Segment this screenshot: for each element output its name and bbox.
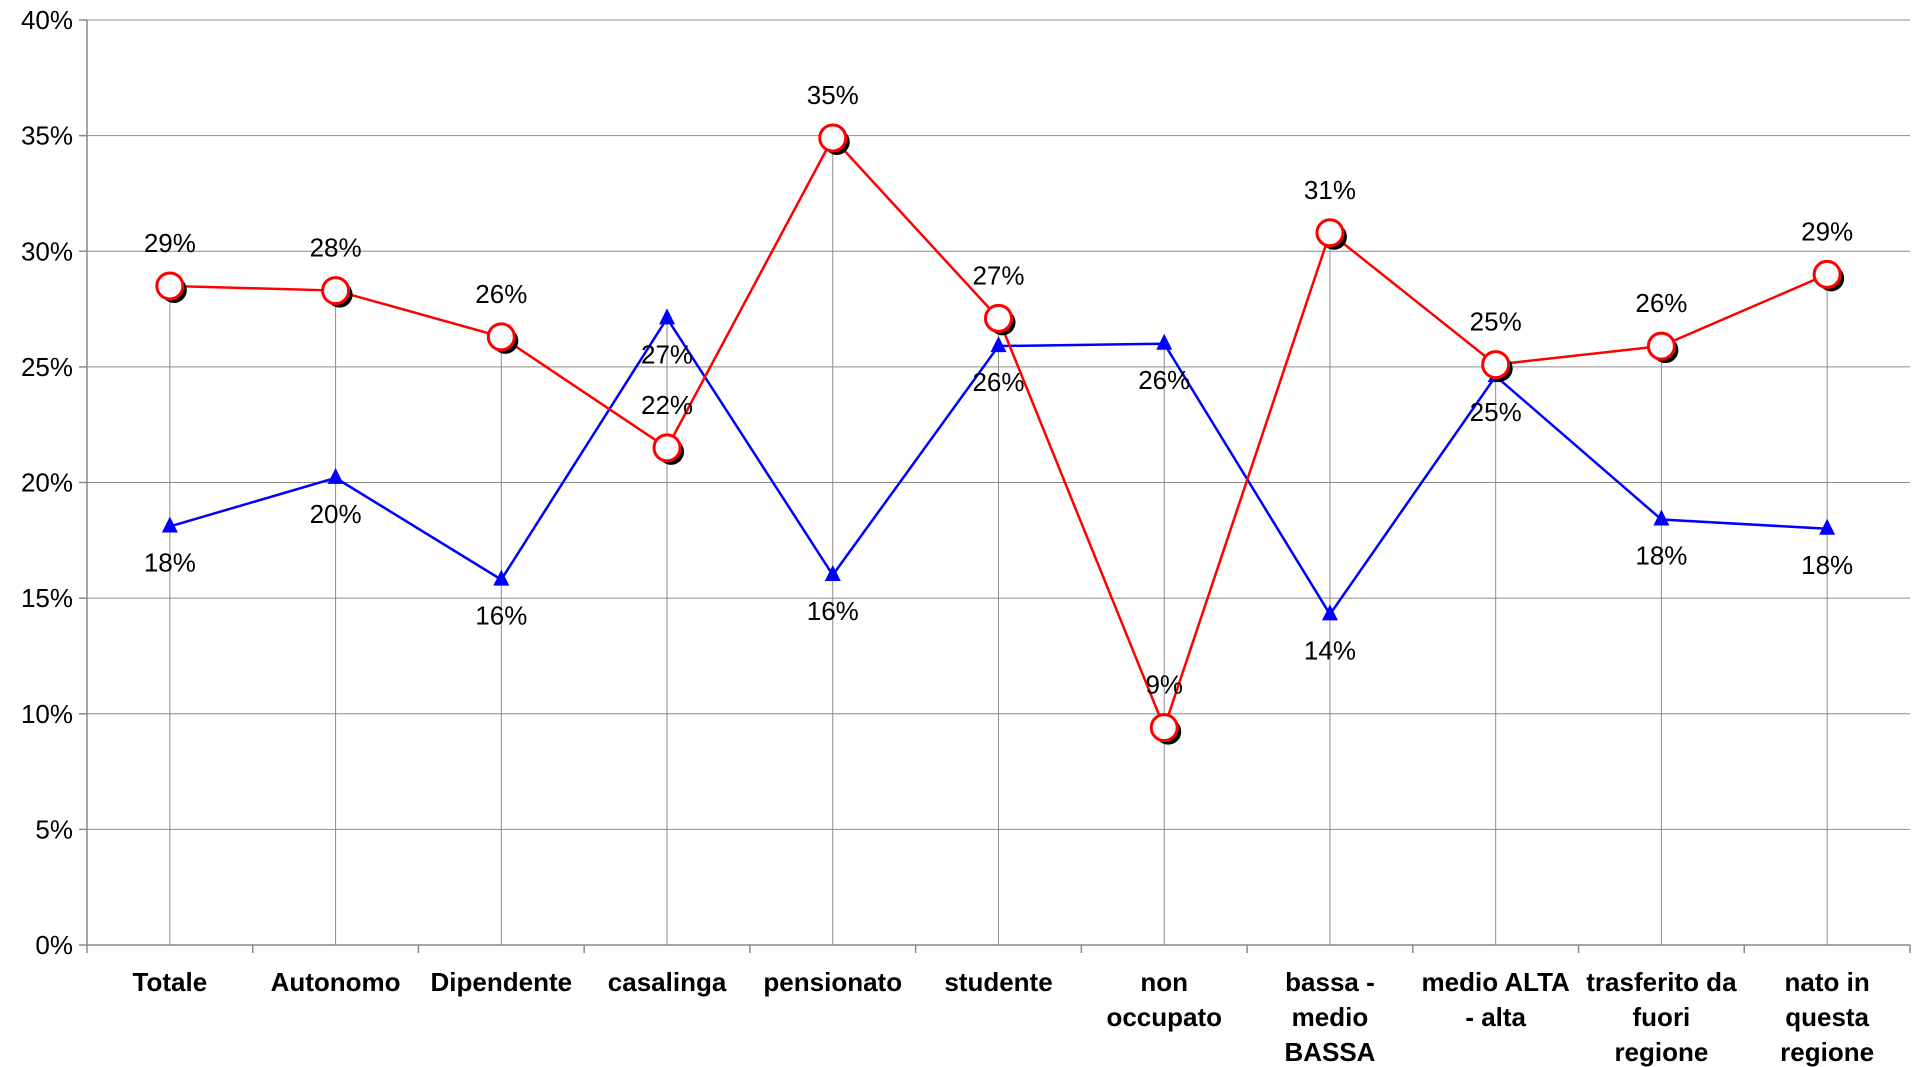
blue-data-label: 26% [1138, 365, 1190, 395]
y-tick-label: 40% [21, 5, 73, 35]
x-category-label-line: non [1140, 967, 1188, 997]
y-tick-label: 15% [21, 583, 73, 613]
x-category-label: medio ALTA - alta [1422, 967, 1571, 1032]
x-category-label: pensionato [763, 967, 902, 997]
y-tick-label: 30% [21, 236, 73, 266]
vertical-droplines [169, 137, 1828, 945]
x-category-label: Autonomo [271, 967, 401, 997]
blue-triangle-marker [161, 516, 178, 533]
y-tick-label: 20% [21, 468, 73, 498]
red-circle-marker [1812, 259, 1842, 289]
y-axis-tick-labels: 0% 5% 10% 15% 20% 25% 30% 35% 40% [21, 5, 73, 960]
x-category-label-line: Totale [133, 967, 208, 997]
x-category-label-line: regione [1780, 1037, 1874, 1067]
red-circle-marker [155, 271, 185, 301]
x-category-label-line: Dipendente [431, 967, 573, 997]
x-category-label-line: bassa - [1285, 967, 1375, 997]
blue-data-label: 18% [1635, 541, 1687, 571]
x-category-label: Dipendente [431, 967, 573, 997]
red-data-label: 26% [1635, 288, 1687, 318]
data-labels: 29% 28% 26% 22% 35% 27% 9% 31% 25% 26% 29% 18% 20% 16… [144, 80, 1853, 700]
x-category-label: bassa - medio BASSA [1284, 967, 1375, 1067]
x-category-label-line: fuori [1633, 1002, 1691, 1032]
red-circle-marker [321, 276, 351, 306]
red-circle-marker [486, 322, 516, 352]
blue-data-label: 26% [972, 367, 1024, 397]
red-data-label: 25% [1470, 307, 1522, 337]
x-category-label-line: - alta [1465, 1002, 1526, 1032]
red-circle-marker [818, 123, 848, 153]
red-circle-marker [1646, 331, 1676, 361]
x-axis-category-labels: Totale Autonomo Dipendente casalinga pension… [133, 967, 1875, 1067]
blue-data-label: 16% [475, 601, 527, 631]
x-category-label-line: trasferito da [1586, 967, 1737, 997]
y-tick-label: 25% [21, 352, 73, 382]
x-category-label-line: medio [1292, 1002, 1369, 1032]
y-tick-label: 35% [21, 121, 73, 151]
axes [79, 19, 1911, 953]
x-category-label: Totale [133, 967, 208, 997]
y-tick-label: 10% [21, 699, 73, 729]
x-category-label-line: occupato [1106, 1002, 1222, 1032]
x-category-label-line: pensionato [763, 967, 902, 997]
x-category-label: non occupato [1106, 967, 1222, 1032]
series-markers [155, 123, 1845, 745]
blue-triangle-marker [1156, 333, 1173, 350]
blue-data-label: 18% [144, 547, 196, 577]
red-circle-marker [1315, 218, 1345, 248]
red-data-label: 26% [475, 279, 527, 309]
x-category-label-line: Autonomo [271, 967, 401, 997]
red-circle-marker [1481, 350, 1511, 380]
blue-data-label: 20% [310, 499, 362, 529]
red-data-label: 29% [1801, 216, 1853, 246]
red-data-label: 28% [310, 233, 362, 263]
red-data-label: 9% [1145, 670, 1183, 700]
x-category-label-line: medio ALTA [1422, 967, 1571, 997]
blue-triangle-marker [824, 565, 841, 581]
x-category-label-line: questa [1785, 1002, 1869, 1032]
blue-triangle-marker [493, 569, 510, 586]
red-circle-marker [652, 433, 682, 463]
red-data-label: 31% [1304, 175, 1356, 205]
blue-triangle-marker [990, 336, 1007, 353]
blue-triangle-marker [327, 467, 344, 484]
x-category-label: trasferito da fuori regione [1586, 967, 1737, 1067]
blue-data-label: 25% [1470, 397, 1522, 427]
blue-data-label: 14% [1304, 635, 1356, 665]
blue-triangle-marker [1321, 604, 1338, 621]
red-data-label: 22% [641, 390, 693, 420]
red-data-label: 27% [972, 260, 1024, 290]
x-category-label: nato in questa regione [1780, 967, 1874, 1067]
red-data-label: 29% [144, 228, 196, 258]
blue-data-label: 18% [1801, 550, 1853, 580]
red-data-label: 35% [807, 80, 859, 110]
blue-triangle-marker [1653, 509, 1670, 526]
blue-triangle-marker [659, 308, 676, 325]
x-category-label-line: BASSA [1284, 1037, 1375, 1067]
y-tick-label: 0% [35, 930, 73, 960]
x-category-label-line: casalinga [608, 967, 727, 997]
x-category-label-line: studente [944, 967, 1052, 997]
x-category-label: casalinga [608, 967, 727, 997]
x-category-label-line: regione [1614, 1037, 1708, 1067]
red-circle-marker [984, 303, 1013, 333]
blue-triangle-marker [1819, 518, 1836, 535]
red-circle-marker [1149, 713, 1179, 743]
blue-data-label: 27% [641, 339, 693, 369]
x-category-label: studente [944, 967, 1052, 997]
blue-data-label: 16% [807, 596, 859, 626]
y-tick-label: 5% [35, 814, 73, 844]
x-category-label-line: nato in [1785, 967, 1870, 997]
